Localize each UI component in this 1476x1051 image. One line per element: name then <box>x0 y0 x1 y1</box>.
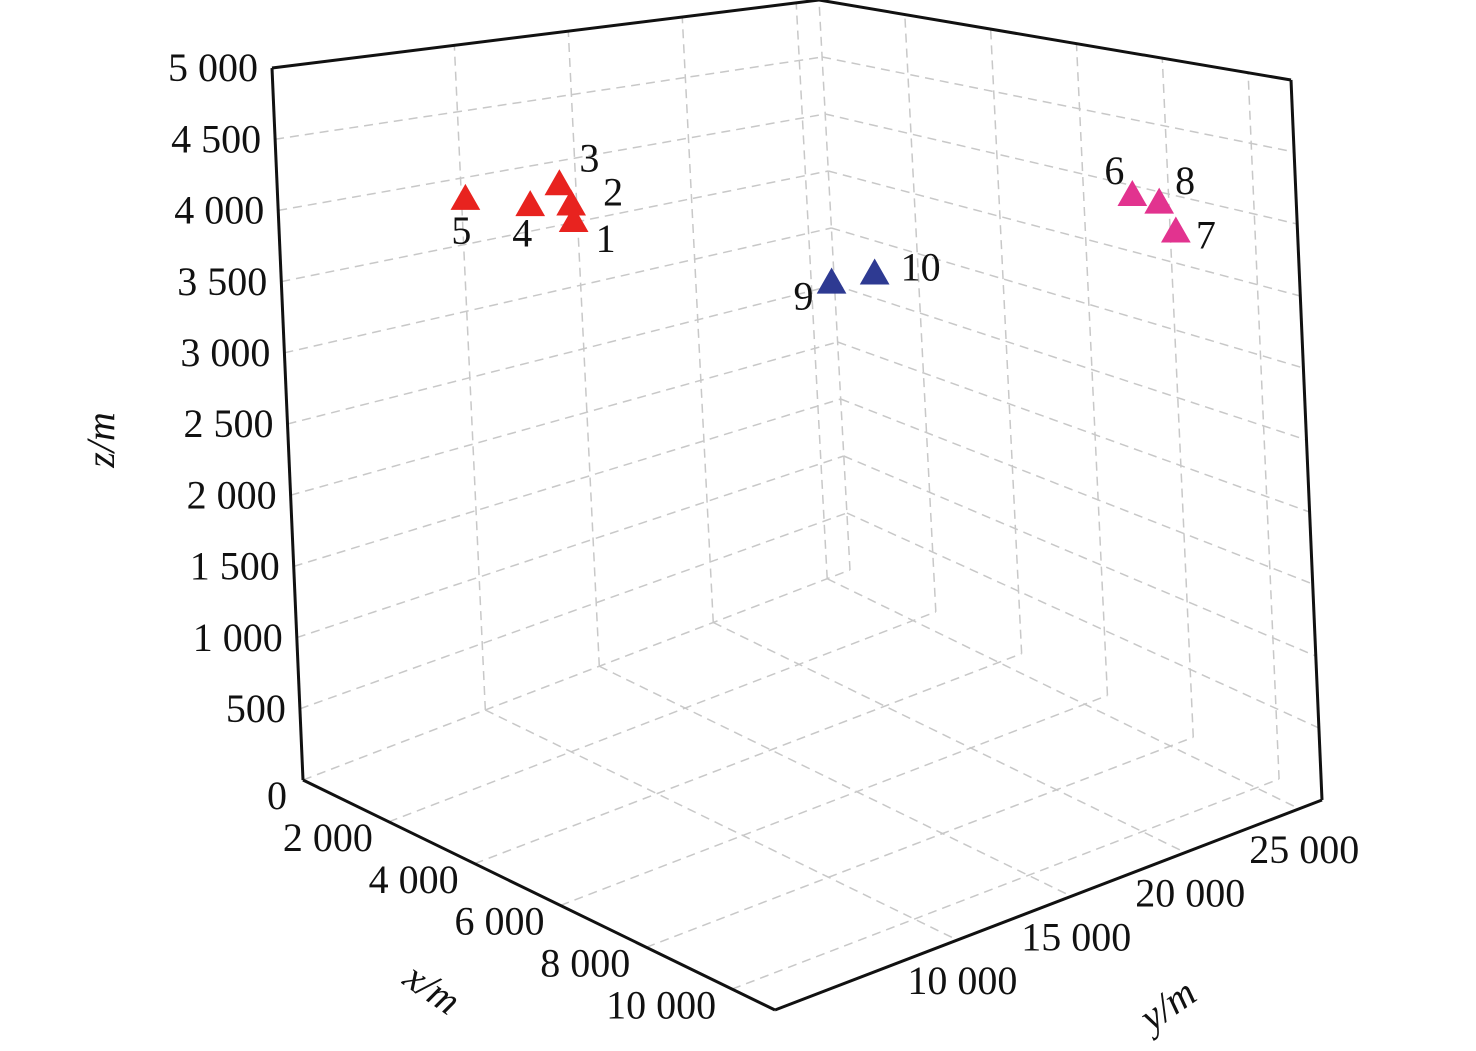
axis-line <box>1289 79 1324 801</box>
grid-line <box>293 398 841 568</box>
point-marker <box>859 258 890 285</box>
point-label: 3 <box>579 135 599 180</box>
x-tick-label: 4 000 <box>369 857 459 902</box>
point-label: 10 <box>901 245 941 290</box>
y-tick-label: 10 000 <box>907 958 1017 1003</box>
point-marker <box>515 190 546 217</box>
grid-line <box>281 170 829 283</box>
grid-line <box>795 2 828 579</box>
z-axis-title: z/m <box>78 412 123 469</box>
grid-line <box>485 709 958 941</box>
grid-line <box>840 398 1313 585</box>
point-marker <box>1160 216 1191 243</box>
grid-line <box>825 113 1298 225</box>
grid-line <box>646 736 1194 948</box>
grid-line <box>598 665 1072 897</box>
axis-line <box>270 67 305 781</box>
z-tick-label: 4 500 <box>171 116 261 161</box>
grid-line <box>1161 58 1195 738</box>
point-label: 6 <box>1104 148 1124 193</box>
grid-line <box>731 778 1280 990</box>
grid-line <box>278 113 826 212</box>
grid-line <box>453 45 487 711</box>
grid-line <box>834 284 1307 441</box>
grid-line <box>287 284 835 425</box>
point-label: 4 <box>512 210 532 255</box>
grid-line <box>290 341 838 496</box>
grid-line <box>284 227 832 354</box>
grid-line <box>821 56 1295 153</box>
axes-box <box>270 0 1324 1012</box>
grid-line <box>299 512 848 710</box>
z-tick-label: 1 000 <box>193 615 283 660</box>
point-label: 8 <box>1175 158 1195 203</box>
grid-line <box>904 14 937 612</box>
grid-line <box>712 621 1186 854</box>
axis-line <box>818 0 1292 82</box>
z-tick-label: 5 000 <box>168 45 258 90</box>
z-tick-label: 3 500 <box>177 259 267 304</box>
point-marker <box>558 206 589 233</box>
points: 123 45 6 78 9 10 <box>450 135 1216 319</box>
point-marker <box>556 189 587 216</box>
point-label: 5 <box>451 208 471 253</box>
grid-line <box>274 56 823 140</box>
grid-line <box>828 170 1301 297</box>
z-tick-label: 2 000 <box>187 472 277 517</box>
z-tick-label: 1 500 <box>190 544 280 589</box>
x-tick-label: 6 000 <box>454 899 544 944</box>
grid-line <box>388 611 937 823</box>
grid-line <box>567 31 601 667</box>
grid-line <box>831 227 1304 369</box>
z-tick-label: 4 000 <box>174 188 264 233</box>
point-label: 2 <box>603 170 623 215</box>
x-tick-label: 8 000 <box>540 940 630 985</box>
point-marker <box>544 169 575 196</box>
point-label: 1 <box>596 216 616 261</box>
grid-line <box>560 694 1108 907</box>
grid-line <box>843 455 1317 657</box>
grid-line <box>846 512 1320 729</box>
x-tick-label: 10 000 <box>606 982 716 1027</box>
grid-line <box>302 569 851 781</box>
point-label: 9 <box>794 274 814 319</box>
axis-line <box>271 0 820 70</box>
y-axis-title: y/m <box>1128 969 1204 1041</box>
grid-line <box>837 341 1310 513</box>
grid-line <box>681 16 714 623</box>
x-tick-label: 2 000 <box>283 815 373 860</box>
point-marker <box>1144 187 1175 214</box>
point-marker <box>816 267 847 294</box>
z-tick-label: 500 <box>226 686 286 731</box>
x-tick-label: 0 <box>267 773 287 818</box>
z-tick-label: 3 000 <box>180 330 270 375</box>
axis-line <box>302 778 776 1012</box>
point-marker <box>450 183 481 210</box>
grid-line <box>296 455 845 639</box>
z-tick-label: 2 500 <box>184 401 274 446</box>
y-tick-label: 15 000 <box>1021 914 1131 959</box>
point-label: 7 <box>1196 213 1216 258</box>
y-tick-label: 25 000 <box>1249 827 1359 872</box>
grid-line <box>826 578 1300 810</box>
grid-line <box>1247 72 1280 780</box>
grid-line <box>1075 43 1109 696</box>
point-marker <box>1117 180 1148 207</box>
axis-line <box>774 798 1323 1012</box>
y-tick-label: 20 000 <box>1135 871 1245 916</box>
x-axis-title: x/m <box>395 953 469 1024</box>
grid-line <box>474 652 1022 865</box>
